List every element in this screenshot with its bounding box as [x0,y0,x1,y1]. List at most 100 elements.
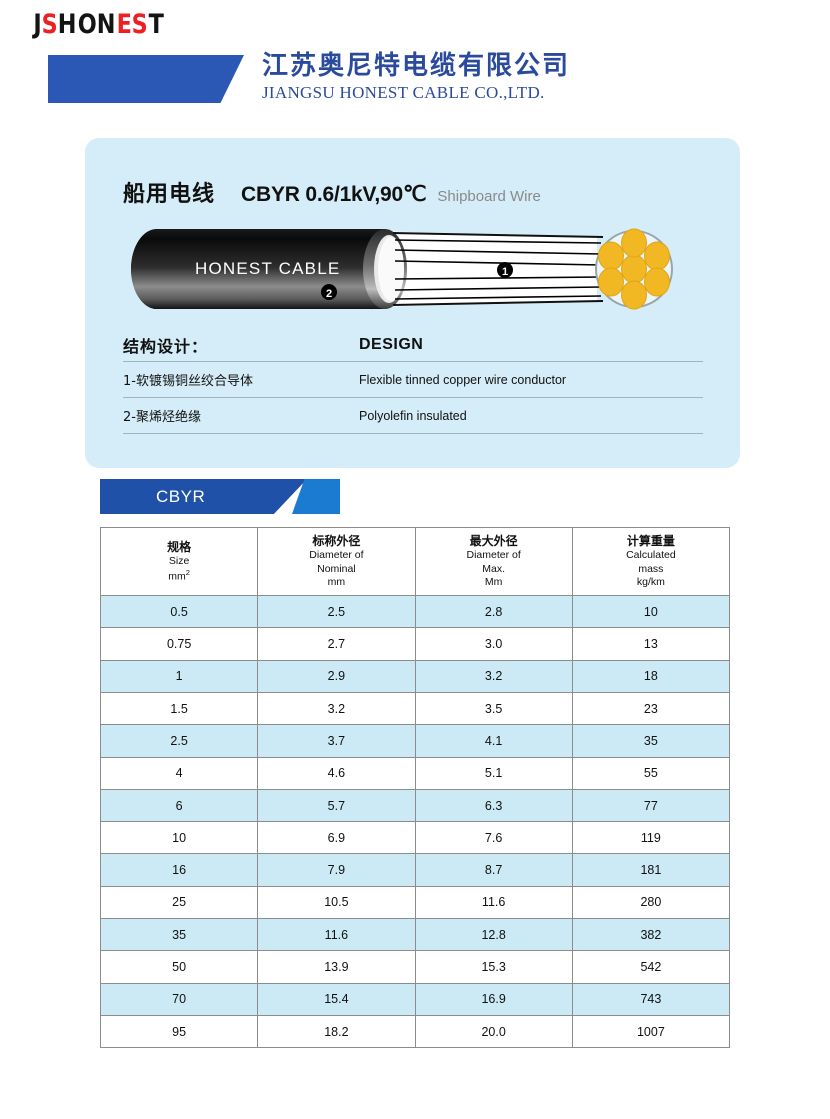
table-cell: 3.5 [414,691,573,726]
table-header-row: 规格 Size mm2 标称外径 Diameter of Nominal mm 最大外径 Dia… [99,526,731,597]
table-cell: 13.9 [257,950,416,984]
svg-text:2: 2 [326,288,332,300]
table-cell: 1.5 [99,691,259,726]
logo-letter-0: J [33,8,41,40]
table-row: 2.5 3.7 4.1 35 [99,724,731,758]
table-cell: 6.3 [414,788,573,823]
table-cell: 1 [99,659,259,694]
table-cell: 181 [571,853,731,887]
table-cell: 7.6 [414,821,573,855]
table-body: 0.5 2.5 2.8 10 0.75 2.7 3.0 13 1 2.9 3.2 18 1.5 3.2 3.… [99,595,731,1049]
table-cell: 11.6 [257,918,416,952]
table-cell: 12.8 [414,918,573,952]
table-cell: 77 [571,788,731,823]
design-row-zh: 2-聚烯烃绝缘 [123,410,201,425]
table-cell: 743 [571,982,731,1016]
product-title: 船用电线 CBYR 0.6/1kV,90℃ Shipboard Wire [123,176,541,208]
company-name-block: 江苏奥尼特电缆有限公司 JIANGSU HONEST CABLE CO.,LTD… [262,51,570,103]
table-cell: 1007 [571,1014,731,1049]
table-cell: 11.6 [414,885,573,920]
col-header-en-line: Diameter of [466,549,521,562]
table-cell: 4 [99,756,259,790]
logo-letter-3: O [77,8,96,40]
table-cell: 2.5 [257,595,416,629]
table-cell: 2.8 [414,595,573,629]
col-header-en-line: Max. [482,562,505,575]
table-row: 6 5.7 6.3 77 [99,788,731,823]
design-heading-en: DESIGN [359,335,424,353]
table-cell: 70 [99,982,259,1016]
table-cell: 10.5 [257,885,416,920]
table-col-header-1: 标称外径 Diameter of Nominal mm [257,526,416,597]
table-cell: 4.6 [257,756,416,790]
table-cell: 542 [571,950,731,984]
product-title-en: Shipboard Wire [437,188,541,205]
table-cell: 5.7 [257,788,416,823]
design-row-zh: 1-软镀锡铜丝绞合导体 [123,374,253,389]
table-row: 1 2.9 3.2 18 [99,659,731,694]
col-header-zh: 规格 [167,539,192,554]
table-cell: 3.0 [414,627,573,661]
table-cell: 16.9 [414,982,573,1016]
table-cell: 15.4 [257,982,416,1016]
table-cell: 15.3 [414,950,573,984]
table-row: 16 7.9 8.7 181 [99,853,731,887]
table-cell: 2.5 [99,724,259,758]
product-title-code: CBYR 0.6/1kV,90℃ [241,183,427,206]
table-cell: 8.7 [414,853,573,887]
table-header: 规格 Size mm2 标称外径 Diameter of Nominal mm 最大外径 Dia… [99,526,731,597]
series-banner-main [100,479,307,514]
table-row: 4 4.6 5.1 55 [99,756,731,790]
company-name-en: JIANGSU HONEST CABLE CO.,LTD. [262,82,545,102]
product-title-zh: 船用电线 [123,182,216,207]
col-header-en-line: Size [168,554,190,567]
table-cell: 35 [99,918,259,952]
table-cell: 6 [99,788,259,823]
col-header-zh: 计算重量 [626,534,675,548]
table-cell: 3.2 [257,691,416,726]
col-header-zh: 最大外径 [469,534,518,548]
cable-illustration: HONEST CABLE 2 1 [127,223,719,315]
table-cell: 2.7 [257,627,416,661]
logo-banner [48,55,244,103]
table-cell: 10 [571,595,731,629]
series-banner: CBYR [100,479,340,514]
series-banner-label: CBYR [156,486,206,506]
design-heading-zh: 结构设计： [123,336,209,356]
table-cell: 0.5 [99,595,259,629]
table-cell: 280 [571,885,731,920]
table-row: 35 11.6 12.8 382 [99,918,731,952]
table-cell: 7.9 [257,853,416,887]
design-heading-row: 结构设计： DESIGN [123,328,703,362]
table-cell: 18 [571,659,731,694]
table-cell: 95 [99,1014,259,1049]
table-cell: 3.2 [414,659,573,694]
col-header-en-line: Nominal [317,562,356,575]
table-cell: 2.9 [257,659,416,694]
col-header-en-line: mm2 [168,568,190,583]
table-cell: 10 [99,821,259,855]
logo-letter-6: S [131,8,148,40]
product-card: 船用电线 CBYR 0.6/1kV,90℃ Shipboard Wire [85,138,740,468]
design-row: 1-软镀锡铜丝绞合导体 Flexible tinned copper wire … [123,362,703,398]
table-cell: 3.7 [257,724,416,758]
table-cell: 55 [571,756,731,790]
logo-letter-4: N [97,8,116,40]
table-row: 50 13.9 15.3 542 [99,950,731,984]
design-section: 结构设计： DESIGN 1-软镀锡铜丝绞合导体 Flexible tinned… [123,328,703,434]
table-col-header-0: 规格 Size mm2 [99,526,259,597]
design-row-en: Flexible tinned copper wire conductor [359,372,567,387]
table-row: 1.5 3.2 3.5 23 [99,691,731,726]
table-col-header-3: 计算重量 Calculated mass kg/km [571,526,731,597]
table-row: 10 6.9 7.6 119 [99,821,731,855]
table-cell: 25 [99,885,259,920]
table-row: 0.75 2.7 3.0 13 [99,627,731,661]
logo-letter-5: E [116,8,131,40]
logo-letter-7: T [148,8,163,40]
table-cell: 5.1 [414,756,573,790]
table-cell: 16 [99,853,259,887]
table-col-header-2: 最大外径 Diameter of Max. Mm [414,526,573,597]
col-header-en-line: Calculated [626,549,676,562]
design-row-en: Polyolefin insulated [359,408,467,423]
